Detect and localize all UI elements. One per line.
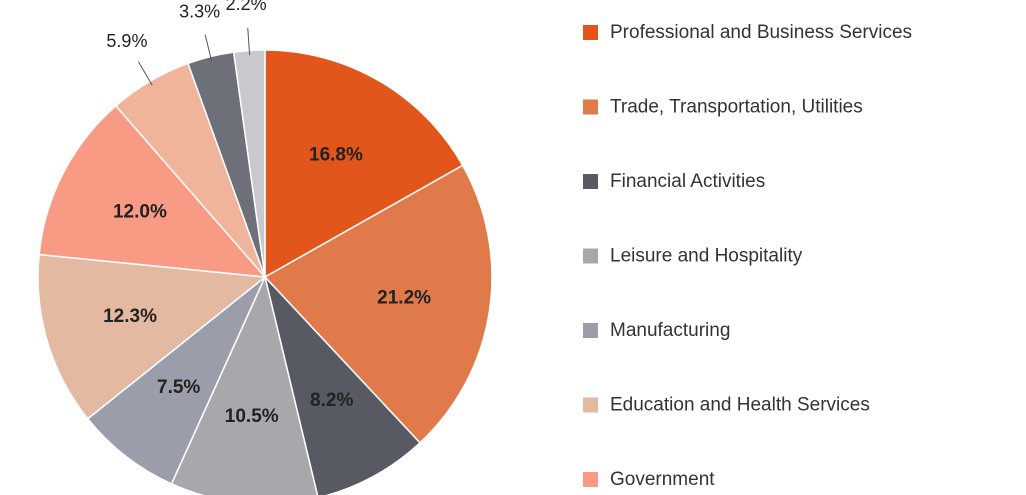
legend-swatch	[583, 25, 598, 40]
legend-swatch	[583, 174, 598, 189]
pie-slice	[263, 274, 422, 495]
legend-label: Professional and Business Services	[610, 22, 912, 43]
slice-label: 5.9%	[106, 31, 147, 51]
legend-swatch	[583, 248, 598, 264]
slice-label: 3.3%	[179, 1, 220, 21]
slice-label: 12.0%	[113, 201, 167, 222]
leader-line	[204, 34, 213, 62]
legend-swatch	[583, 472, 598, 487]
slice-label: 8.2%	[310, 390, 353, 411]
legend-swatch	[583, 99, 598, 115]
pie-slice	[263, 164, 493, 444]
legend-swatch	[583, 397, 598, 413]
legend-label: Leisure and Hospitality	[610, 246, 803, 267]
slice-label: 16.8%	[309, 144, 363, 165]
pie-slice	[38, 104, 267, 278]
slice-label: 7.5%	[157, 377, 200, 398]
legend-label: Financial Activities	[610, 171, 765, 192]
legend-label: Government	[610, 469, 715, 490]
leader-line	[138, 61, 153, 86]
slice-label: 12.3%	[103, 306, 157, 327]
slice-label: 2.2%	[226, 0, 267, 14]
legend-label: Manufacturing	[610, 320, 730, 341]
pie-slice	[170, 274, 319, 495]
legend-label: Education and Health Services	[610, 395, 870, 416]
legend-swatch	[583, 323, 598, 338]
pie-slice	[37, 253, 267, 420]
pie-slice	[86, 276, 266, 485]
slice-label: 10.5%	[225, 406, 279, 427]
legend-label: Trade, Transportation, Utilities	[610, 97, 863, 118]
pie-slice	[264, 49, 464, 279]
slice-label: 21.2%	[377, 287, 431, 308]
leader-line	[247, 27, 251, 56]
